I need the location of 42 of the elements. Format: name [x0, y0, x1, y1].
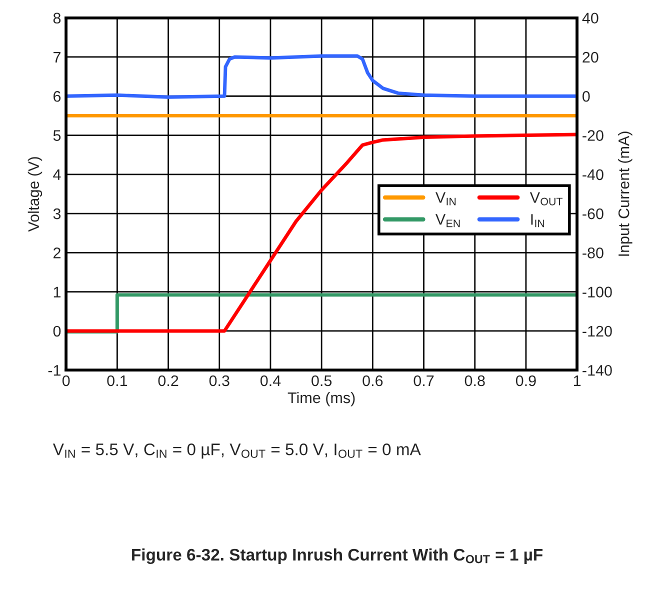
x-tick-label: 0.1	[107, 375, 128, 386]
line-series	[66, 54, 578, 99]
y-tick-label: -1	[48, 365, 60, 376]
x-tick-label: 0.6	[362, 375, 383, 386]
y-tick-label: 7	[54, 52, 60, 63]
x-tick-label: 0.8	[464, 375, 485, 386]
y2-tick-label: -100	[582, 286, 612, 298]
x-axis-title: Time (ms)	[288, 392, 355, 406]
legend-label: V$_{OUT}$	[530, 192, 563, 206]
y2-tick-label: 0	[582, 90, 590, 102]
x-tick-label: 0.2	[158, 375, 178, 386]
x-tick-label: 1	[574, 376, 581, 386]
y2-tick-label: -40	[582, 169, 604, 180]
y2-tick-label: 20	[582, 52, 598, 63]
y2-tick-label: -60	[582, 208, 604, 220]
x-tick-label: 0.5	[312, 375, 332, 386]
x-tick-label: 0.7	[414, 375, 434, 386]
y-tick-label: 2	[54, 248, 60, 258]
x-tick-label: 0.9	[516, 375, 536, 386]
y2-tick-label: 40	[582, 12, 598, 24]
legend-label: V$_{EN}$	[435, 214, 460, 228]
x-tick-label: 0.4	[260, 375, 281, 386]
y2-tick-label: -120	[582, 326, 612, 337]
y-tick-label: 1	[54, 286, 60, 298]
y-axis-title: Voltage (V)	[28, 157, 42, 232]
y-tick-label: 0	[53, 326, 61, 337]
legend-label: V$_{IN}$	[435, 192, 456, 206]
y2-tick-label: -20	[582, 130, 604, 141]
y2-tick-label: -80	[582, 248, 604, 258]
x-tick-label: 0	[62, 375, 70, 386]
y-tick-label: 3	[53, 208, 61, 220]
y-tick-label: 8	[53, 12, 61, 24]
y2-axis-title: Input Current (mA)	[618, 132, 632, 256]
text: V$_{IN}$ = 5.5 V, C$_{IN}$ = 0 µF, V$_{OUT}$ = 5.0 V, I$_{OUT}$ = 0 mA	[52, 444, 421, 459]
y2-tick-label: -140	[582, 364, 612, 376]
x-tick-label: 0.3	[209, 375, 230, 386]
text: Figure 6-32. Startup Inrush Current With C$_{OUT}$ = 1 µF	[132, 548, 543, 564]
y-tick-label: 4	[53, 169, 61, 180]
line-series	[66, 132, 578, 333]
y-tick-label: 6	[54, 90, 61, 102]
legend-label: I$_{IN}$	[531, 214, 544, 228]
y-tick-label: 5	[53, 130, 61, 141]
